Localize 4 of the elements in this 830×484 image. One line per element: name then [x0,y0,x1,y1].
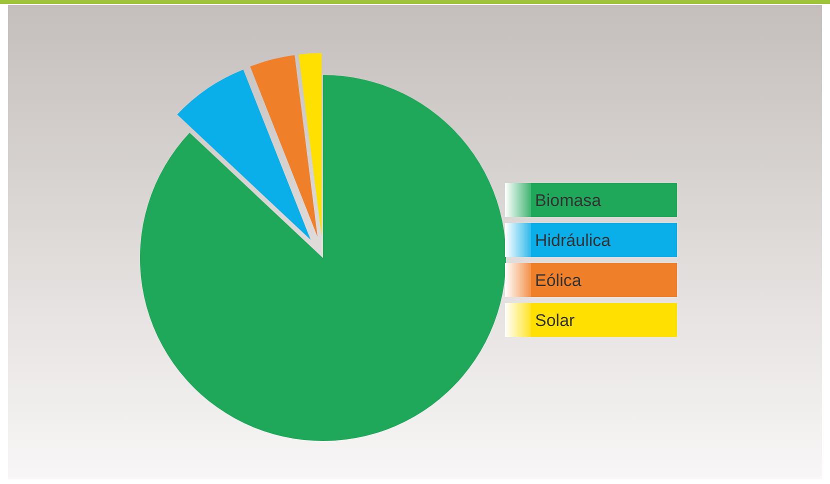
legend-label: Hidráulica [535,231,612,250]
legend-label: Biomasa [535,191,602,210]
legend-label: Solar [535,311,576,330]
legend-label: Eólica [535,271,582,290]
